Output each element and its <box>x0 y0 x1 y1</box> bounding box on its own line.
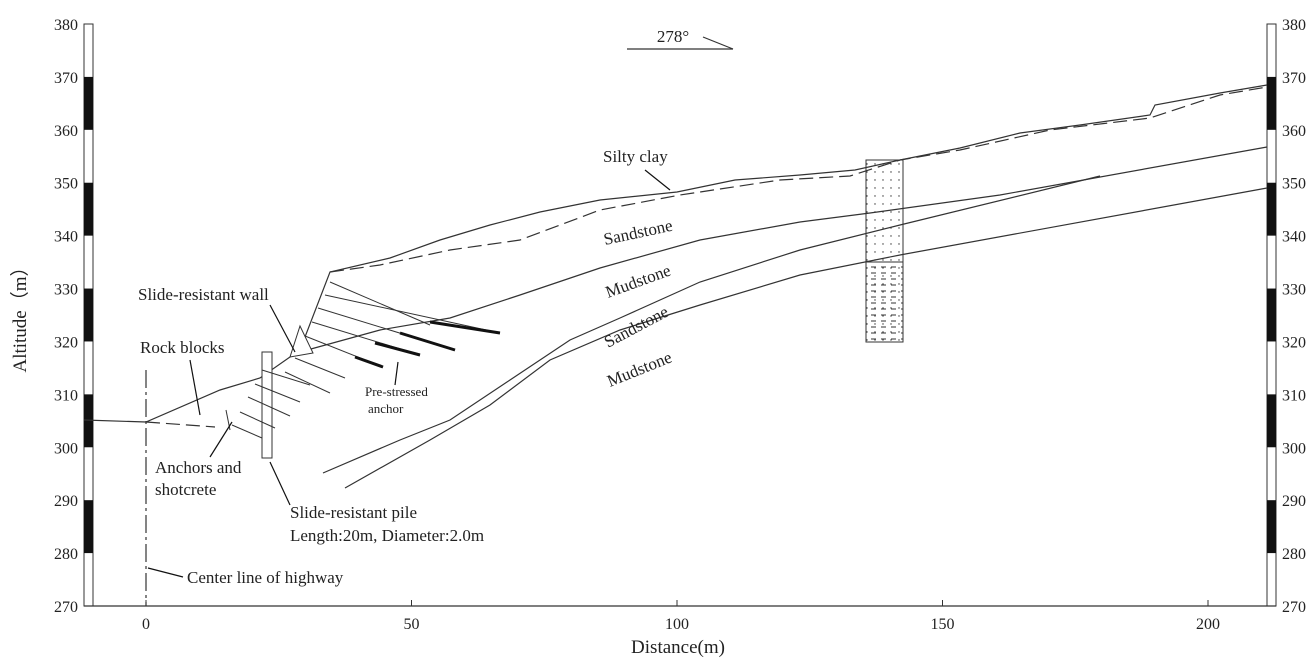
scale-bar <box>84 500 93 553</box>
label: Center line of highway <box>187 568 344 587</box>
scale-bar <box>84 183 93 236</box>
scale-bars <box>84 77 1276 553</box>
y-tick-label: 280 <box>54 546 78 563</box>
y-tick-label: 310 <box>1282 387 1306 404</box>
y-tick-label: 380 <box>54 17 78 34</box>
y-tick-label: 350 <box>54 176 78 193</box>
geological-profile: Distance(m) Altitude（m） 278° Silty clay … <box>0 0 1314 663</box>
label: Sandstone <box>601 302 672 352</box>
y-tick-label: 330 <box>54 282 78 299</box>
y-tick-label: 320 <box>1282 334 1306 351</box>
y-tick-label: 320 <box>54 334 78 351</box>
x-tick-label: 100 <box>665 616 689 633</box>
label: Anchors and <box>155 458 242 477</box>
x-tick-label: 200 <box>1196 616 1220 633</box>
y-tick-label: 370 <box>1282 70 1306 87</box>
label: Rock blocks <box>140 338 225 357</box>
label: Sandstone <box>602 216 674 249</box>
scale-bar <box>84 289 93 342</box>
y-tick-label: 270 <box>54 599 78 616</box>
x-tick-label: 150 <box>931 616 955 633</box>
y-tick-label: 350 <box>1282 176 1306 193</box>
y-tick-label: 270 <box>1282 599 1306 616</box>
label: Mudstone <box>603 261 673 302</box>
label: Mudstone <box>604 348 674 391</box>
y-tick-label: 360 <box>54 123 78 140</box>
x-tick-label: 0 <box>142 616 150 633</box>
label: Slide-resistant wall <box>138 285 269 304</box>
profile <box>84 37 1267 606</box>
y-tick-label: 280 <box>1282 546 1306 563</box>
y-tick-label: 380 <box>1282 17 1306 34</box>
label: anchor <box>368 401 404 416</box>
scale-bar <box>1267 77 1276 130</box>
scale-bar <box>1267 500 1276 553</box>
label: Pre-stressed <box>365 384 428 399</box>
scale-bar <box>1267 289 1276 342</box>
y-tick-label: 310 <box>54 387 78 404</box>
y-tick-label: 290 <box>54 493 78 510</box>
x-axis-title: Distance(m) <box>631 637 725 658</box>
y-tick-label: 330 <box>1282 282 1306 299</box>
y-tick-label: 340 <box>1282 229 1306 246</box>
scale-bar <box>84 77 93 130</box>
y-axis-title: Altitude（m） <box>9 257 31 372</box>
label: Slide-resistant pile <box>290 503 417 522</box>
y-tick-label: 370 <box>54 70 78 87</box>
label: shotcrete <box>155 480 216 499</box>
orientation: 278° <box>657 27 689 46</box>
y-tick-label: 360 <box>1282 123 1306 140</box>
scale-bar <box>1267 394 1276 447</box>
x-tick-label: 50 <box>404 616 420 633</box>
y-tick-label: 300 <box>54 440 78 457</box>
y-tick-label: 300 <box>1282 440 1306 457</box>
label: Length:20m, Diameter:2.0m <box>290 526 484 545</box>
scale-bar <box>1267 183 1276 236</box>
y-tick-label: 290 <box>1282 493 1306 510</box>
frame <box>84 24 1276 606</box>
label: Silty clay <box>603 147 668 166</box>
y-tick-label: 340 <box>54 229 78 246</box>
